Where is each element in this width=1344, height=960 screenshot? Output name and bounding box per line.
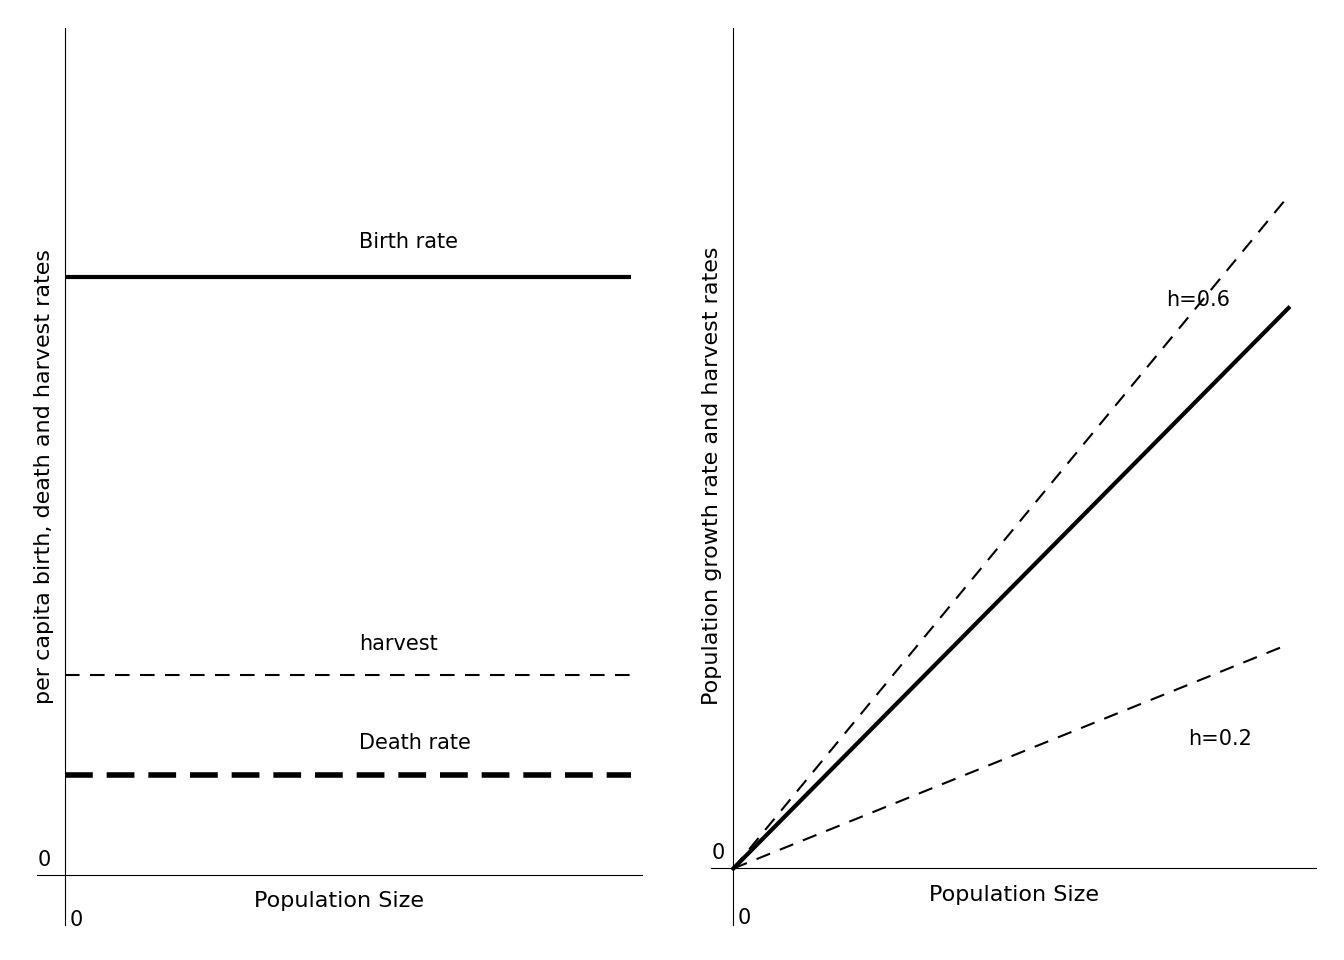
Text: harvest: harvest <box>359 634 438 654</box>
Text: Death rate: Death rate <box>359 733 470 754</box>
X-axis label: Population Size: Population Size <box>929 885 1098 905</box>
Text: Birth rate: Birth rate <box>359 232 458 252</box>
Text: h=0.6: h=0.6 <box>1167 290 1230 310</box>
Text: h=0.2: h=0.2 <box>1188 730 1253 750</box>
X-axis label: Population Size: Population Size <box>254 892 425 911</box>
Y-axis label: per capita birth, death and harvest rates: per capita birth, death and harvest rate… <box>34 249 54 704</box>
Text: 0: 0 <box>38 850 51 870</box>
Text: 0: 0 <box>70 909 83 929</box>
Y-axis label: Population growth rate and harvest rates: Population growth rate and harvest rates <box>702 247 722 706</box>
Text: 0: 0 <box>738 908 751 927</box>
Text: 0: 0 <box>712 843 724 863</box>
